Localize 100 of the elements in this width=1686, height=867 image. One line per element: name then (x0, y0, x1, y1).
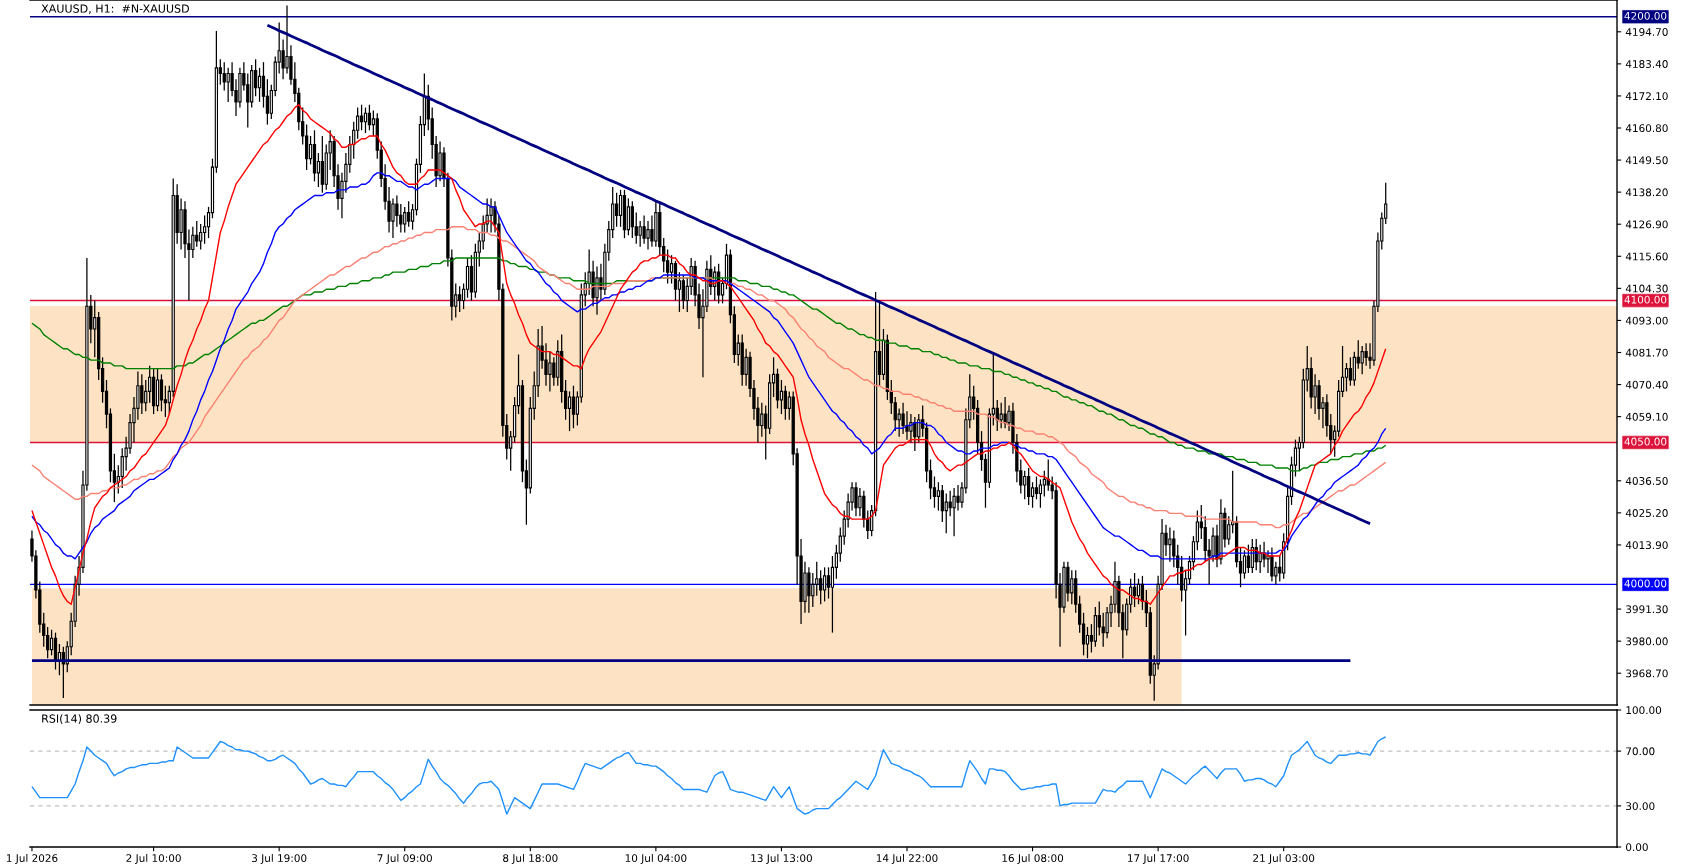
candlestick (650, 214, 654, 248)
y-tick-label: 4036.50 (1625, 477, 1668, 485)
candlestick (1070, 569, 1074, 605)
candlestick (1034, 475, 1039, 500)
y-tick-label: 3991.30 (1626, 605, 1668, 614)
candlestick (618, 189, 623, 228)
candlestick (1364, 342, 1368, 367)
candlestick (1038, 478, 1043, 509)
y-tick-label: 4160.80 (1625, 124, 1668, 133)
candlestick (202, 214, 207, 245)
candlestick (646, 220, 650, 251)
candlestick (356, 106, 360, 140)
candlestick (642, 214, 646, 245)
y-tick-label: 4149.50 (1625, 156, 1668, 165)
candlestick (265, 78, 270, 126)
line-series (266, 23, 1372, 526)
x-tick-label: 17 Jul 17:00 (1128, 853, 1189, 864)
candlestick (999, 402, 1003, 429)
candlestick (1344, 362, 1349, 393)
candlestick (1027, 467, 1031, 506)
candlestick (1348, 356, 1353, 387)
candlestick (913, 416, 917, 452)
candlestick (46, 626, 50, 659)
candlestick (807, 566, 811, 614)
candlestick (1136, 578, 1141, 605)
candlestick (359, 104, 364, 131)
line-series (31, 257, 1387, 472)
candlestick (952, 487, 956, 537)
candlestick (367, 104, 372, 131)
candlestick (159, 373, 164, 412)
candlestick (1227, 515, 1231, 546)
y-tick-label: 4025.20 (1625, 509, 1668, 517)
y-tick-label: 4093.00 (1625, 316, 1668, 325)
y-tick-label: 4081.70 (1625, 348, 1668, 357)
candlestick (1042, 470, 1046, 498)
candlestick (830, 555, 835, 634)
candlestick (858, 487, 862, 517)
y-tick-label: 30.00 (1626, 802, 1655, 811)
candlestick (391, 197, 395, 239)
candlestick (395, 194, 399, 228)
y-tick-label: 4126.90 (1625, 220, 1668, 229)
candlestick (567, 390, 572, 432)
candlestick (403, 206, 407, 234)
candlestick (1168, 526, 1172, 563)
candlestick (783, 385, 787, 421)
candlestick (1003, 396, 1007, 429)
candlestick (819, 569, 823, 605)
y-tick-label: 4013.90 (1625, 541, 1668, 550)
candlestick (320, 135, 324, 194)
x-tick-label: 7 Jul 09:00 (377, 853, 432, 864)
candlestick (760, 402, 764, 438)
candlestick (666, 248, 670, 285)
candlestick (49, 629, 54, 656)
candlestick (854, 481, 858, 517)
y-tick-label: 4138.20 (1625, 188, 1668, 197)
candlestick (948, 490, 952, 517)
y-tick-label: 3968.70 (1626, 669, 1668, 678)
candlestick (1270, 546, 1274, 583)
x-tick-label: 10 Jul 04:00 (625, 853, 687, 864)
ref-line-label: 4050.00 (1624, 437, 1667, 446)
candlestick (305, 123, 309, 171)
candlestick (571, 385, 576, 429)
candlestick (363, 106, 368, 134)
candlestick (1258, 544, 1262, 574)
x-tick-label: 8 Jul 18:00 (503, 853, 558, 864)
candlestick (815, 561, 819, 597)
candlestick (826, 566, 831, 600)
candlestick (956, 484, 960, 512)
y-tick-label: 70.00 (1626, 747, 1655, 756)
x-tick-label: 14 Jul 22:00 (876, 853, 938, 864)
ref-line-label: 4100.00 (1624, 295, 1667, 304)
candlestick (614, 192, 619, 228)
candlestick (257, 67, 262, 103)
chart-title: RSI(14) 80.39 (42, 714, 117, 725)
chart-title: XAUUSD, H1: #N-XAUUSD (41, 4, 189, 14)
candlestick (222, 61, 226, 92)
candlestick (407, 200, 411, 228)
ref-line-label: 4000.00 (1624, 579, 1667, 588)
x-tick-label: 16 Jul 08:00 (1002, 853, 1064, 864)
candlestick (148, 365, 152, 404)
candlestick (438, 140, 442, 182)
candlestick (548, 351, 552, 393)
y-tick-label: 0.00 (1626, 843, 1648, 852)
y-tick-label: 4070.40 (1625, 380, 1668, 389)
y-tick-label: 3980.00 (1626, 637, 1668, 646)
candlestick (226, 67, 230, 103)
candlestick (1274, 561, 1278, 586)
candlestick (1352, 351, 1356, 387)
candlestick (1132, 572, 1137, 608)
ref-line-label: 4200.00 (1624, 11, 1667, 20)
candlestick (936, 481, 941, 512)
candlestick (638, 220, 642, 248)
candlestick (458, 285, 462, 313)
candlestick (944, 492, 948, 534)
candlestick (681, 274, 685, 310)
y-tick-label: 4059.10 (1625, 412, 1668, 421)
candlestick (144, 379, 148, 412)
candlestick (909, 413, 913, 444)
candlestick (1246, 544, 1251, 574)
candlestick (179, 197, 183, 251)
